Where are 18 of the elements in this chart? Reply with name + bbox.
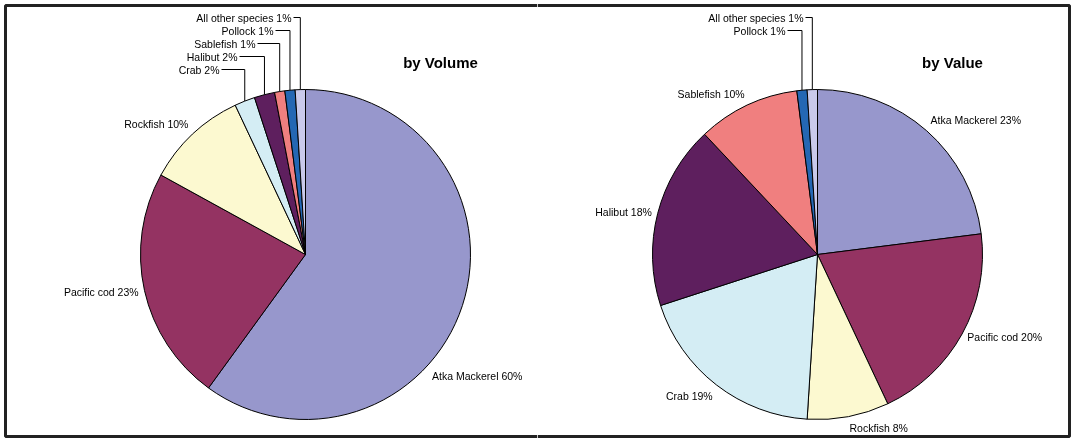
slice-label: Pollock 1%	[733, 24, 786, 37]
slice-label: Crab 2%	[178, 63, 220, 76]
slice-label: All other species 1%	[196, 11, 292, 24]
slice-label: All other species 1%	[708, 11, 804, 24]
slice-label: Atka Mackerel 60%	[431, 369, 523, 382]
slice-label: Pacific cod 23%	[63, 285, 139, 298]
slice-label: Sablefish 10%	[677, 87, 745, 100]
slice-label: Atka Mackerel 23%	[930, 114, 1022, 127]
slice-label: Halibut 18%	[595, 205, 652, 218]
slice-label: Crab 19%	[666, 389, 713, 402]
slice-label: Sablefish 1%	[194, 37, 256, 50]
slice-label: Pacific cod 20%	[967, 330, 1043, 343]
slice-label: Rockfish 10%	[124, 117, 189, 130]
slice-label: Rockfish 8%	[849, 422, 908, 435]
text: by Volume	[403, 54, 478, 71]
text: by Value	[922, 54, 983, 71]
slice-label: Pollock 1%	[221, 24, 274, 37]
slice-label: Halibut 2%	[186, 50, 238, 63]
